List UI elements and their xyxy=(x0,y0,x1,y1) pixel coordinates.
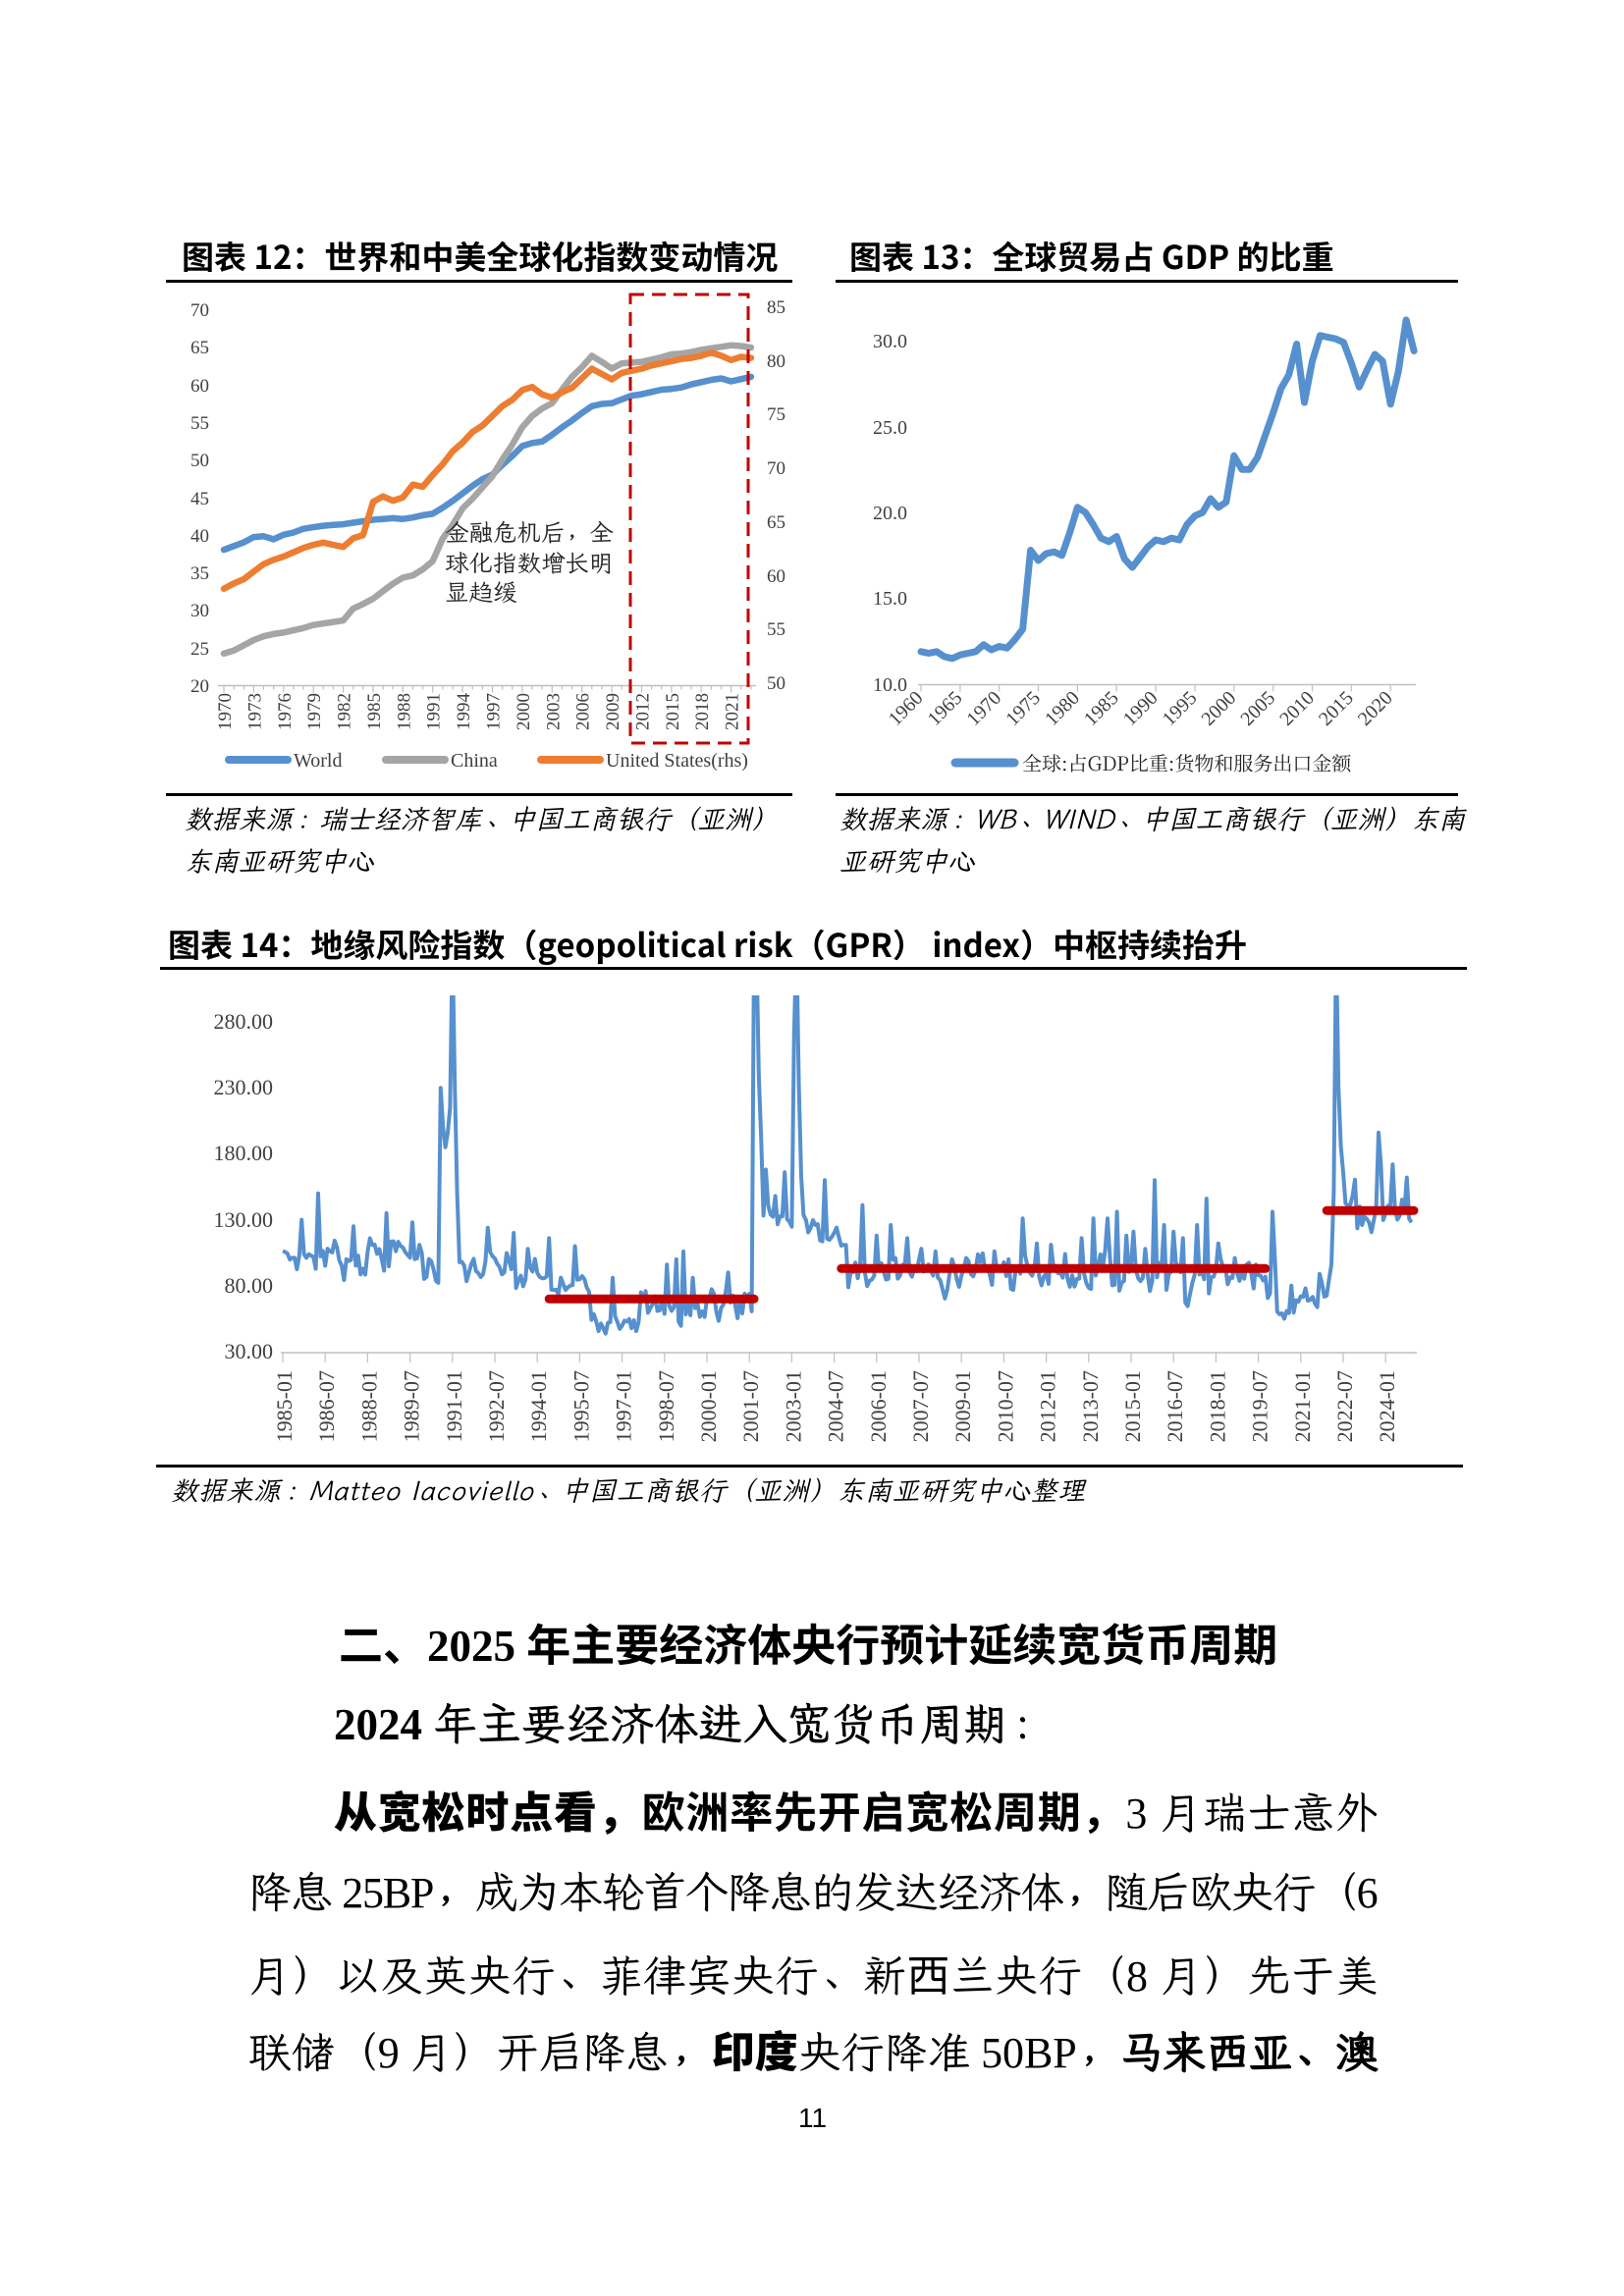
svg-text:2018: 2018 xyxy=(692,693,713,730)
svg-text:1997: 1997 xyxy=(484,693,505,730)
svg-text:2003-01: 2003-01 xyxy=(781,1370,805,1442)
svg-text:70: 70 xyxy=(190,300,209,321)
svg-text:1975: 1975 xyxy=(1001,687,1045,730)
svg-text:60: 60 xyxy=(190,376,209,397)
svg-text:30.0: 30.0 xyxy=(873,331,907,352)
svg-text:55: 55 xyxy=(767,619,785,640)
svg-text:75: 75 xyxy=(767,404,785,425)
svg-text:2022-07: 2022-07 xyxy=(1332,1370,1357,1442)
svg-text:2006-01: 2006-01 xyxy=(866,1370,891,1442)
svg-text:30.00: 30.00 xyxy=(225,1339,274,1363)
svg-text:2013-07: 2013-07 xyxy=(1078,1370,1103,1442)
svg-text:130.00: 130.00 xyxy=(214,1207,274,1232)
svg-text:2021-01: 2021-01 xyxy=(1290,1370,1315,1442)
svg-text:280.00: 280.00 xyxy=(214,1009,274,1034)
svg-text:2006: 2006 xyxy=(573,693,594,730)
svg-text:25: 25 xyxy=(190,639,209,660)
svg-text:1973: 1973 xyxy=(244,693,265,730)
svg-text:2000: 2000 xyxy=(1197,687,1240,730)
svg-text:1989-07: 1989-07 xyxy=(400,1370,424,1442)
svg-text:2021: 2021 xyxy=(723,693,743,730)
svg-text:1982: 1982 xyxy=(335,693,355,730)
svg-text:2009: 2009 xyxy=(603,693,623,730)
svg-text:1995: 1995 xyxy=(1159,687,1202,730)
svg-text:1970: 1970 xyxy=(962,687,1005,730)
svg-text:2020: 2020 xyxy=(1354,687,1397,730)
svg-text:1988-01: 1988-01 xyxy=(356,1370,381,1442)
svg-text:1994: 1994 xyxy=(454,693,474,731)
svg-text:2010: 2010 xyxy=(1275,687,1319,730)
svg-text:25.0: 25.0 xyxy=(873,417,907,439)
svg-text:30: 30 xyxy=(190,601,209,621)
svg-text:1979: 1979 xyxy=(304,693,325,730)
svg-text:2000-01: 2000-01 xyxy=(696,1370,721,1442)
svg-text:1970: 1970 xyxy=(215,693,236,730)
svg-text:2015-01: 2015-01 xyxy=(1120,1370,1145,1442)
svg-text:China: China xyxy=(451,750,498,772)
svg-text:2016-07: 2016-07 xyxy=(1163,1370,1187,1442)
svg-text:50: 50 xyxy=(767,673,785,694)
svg-text:20.0: 20.0 xyxy=(873,503,907,524)
svg-text:40: 40 xyxy=(190,526,209,547)
svg-text:2012-01: 2012-01 xyxy=(1036,1370,1060,1442)
svg-text:230.00: 230.00 xyxy=(214,1075,274,1099)
svg-text:2009-01: 2009-01 xyxy=(950,1370,975,1442)
svg-text:180.00: 180.00 xyxy=(214,1141,274,1165)
svg-text:60: 60 xyxy=(767,566,785,587)
svg-text:10.0: 10.0 xyxy=(873,674,907,696)
svg-text:1985: 1985 xyxy=(364,693,385,730)
svg-text:1991-01: 1991-01 xyxy=(442,1370,466,1442)
svg-text:50: 50 xyxy=(190,451,209,471)
svg-text:1976: 1976 xyxy=(275,693,296,730)
svg-text:1997-01: 1997-01 xyxy=(612,1370,636,1442)
svg-text:2018-01: 2018-01 xyxy=(1205,1370,1229,1442)
svg-text:65: 65 xyxy=(190,338,209,358)
svg-text:1965: 1965 xyxy=(924,687,967,730)
svg-text:1985: 1985 xyxy=(1080,687,1123,730)
svg-text:2007-07: 2007-07 xyxy=(908,1370,933,1442)
svg-text:1985-01: 1985-01 xyxy=(272,1370,297,1442)
svg-text:15.0: 15.0 xyxy=(873,588,907,610)
svg-text:2015: 2015 xyxy=(663,693,683,730)
svg-text:2019-07: 2019-07 xyxy=(1248,1370,1272,1442)
svg-text:85: 85 xyxy=(767,297,785,318)
svg-text:55: 55 xyxy=(190,413,209,434)
svg-text:2012: 2012 xyxy=(633,693,654,730)
svg-text:United States(rhs): United States(rhs) xyxy=(606,750,748,772)
svg-text:1990: 1990 xyxy=(1119,687,1163,730)
svg-text:65: 65 xyxy=(767,512,785,533)
svg-text:1992-07: 1992-07 xyxy=(484,1370,509,1442)
svg-text:2015: 2015 xyxy=(1315,687,1358,730)
svg-text:1988: 1988 xyxy=(394,693,414,730)
svg-text:1994-01: 1994-01 xyxy=(526,1370,551,1442)
svg-text:80.00: 80.00 xyxy=(225,1273,274,1298)
svg-text:80: 80 xyxy=(767,351,785,372)
svg-text:2024-01: 2024-01 xyxy=(1375,1370,1399,1442)
svg-text:2010-07: 2010-07 xyxy=(993,1370,1017,1442)
svg-text:1980: 1980 xyxy=(1041,687,1084,730)
svg-text:2003: 2003 xyxy=(543,693,564,730)
svg-text:2000: 2000 xyxy=(514,693,534,730)
svg-text:1995-07: 1995-07 xyxy=(568,1370,593,1442)
svg-text:World: World xyxy=(294,750,343,772)
svg-text:35: 35 xyxy=(190,563,209,584)
svg-text:70: 70 xyxy=(767,458,785,479)
svg-text:2001-07: 2001-07 xyxy=(738,1370,763,1442)
svg-text:45: 45 xyxy=(190,489,209,509)
svg-text:1991: 1991 xyxy=(424,693,445,730)
svg-text:1998-07: 1998-07 xyxy=(654,1370,678,1442)
svg-text:2005: 2005 xyxy=(1236,687,1279,730)
svg-text:2004-07: 2004-07 xyxy=(824,1370,848,1442)
svg-text:全球:占GDP比重:货物和服务出口金额: 全球:占GDP比重:货物和服务出口金额 xyxy=(1022,748,1352,776)
svg-text:1986-07: 1986-07 xyxy=(314,1370,339,1442)
svg-text:20: 20 xyxy=(190,676,209,697)
